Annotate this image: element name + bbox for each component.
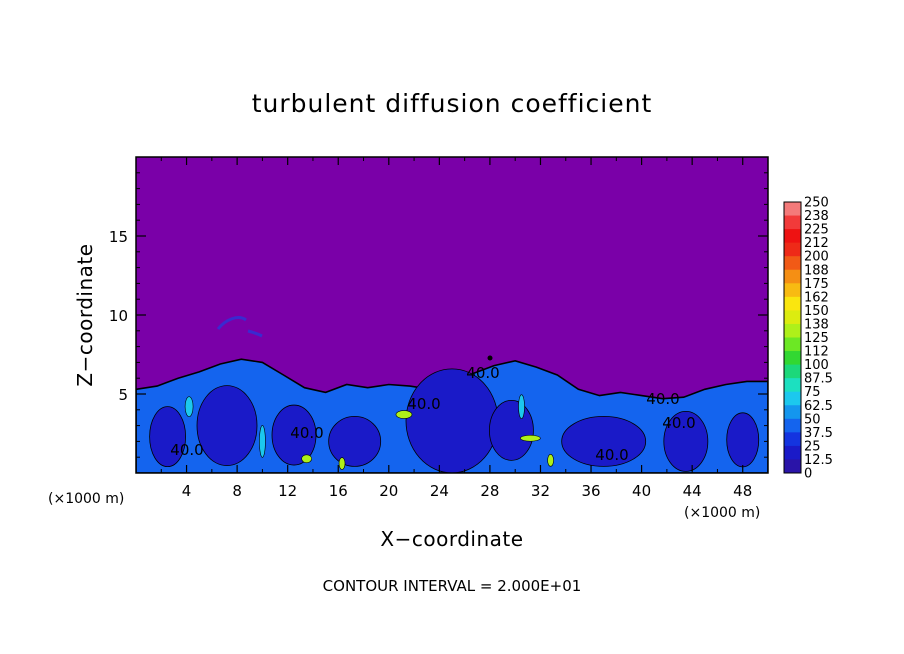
colorbar-label: 238 xyxy=(804,209,829,224)
x-tick-label: 32 xyxy=(531,482,550,500)
colorbar-swatch xyxy=(784,405,801,420)
x-axis-label: X−coordinate xyxy=(380,527,523,551)
colorbar-swatch xyxy=(784,378,801,393)
x-axis: 4 8 12 16 20 24 28 32 36 40 44 48 xyxy=(160,157,752,500)
eddy-cell xyxy=(328,415,382,467)
colorbar-label: 162 xyxy=(804,290,829,305)
colorbar-swatch xyxy=(784,242,801,257)
eddy-cell xyxy=(489,399,534,461)
colorbar-label: 100 xyxy=(804,358,829,373)
chart-title: turbulent diffusion coefficient xyxy=(252,89,653,118)
x-tick-label: 44 xyxy=(683,482,702,500)
x-tick-label: 28 xyxy=(480,482,499,500)
colorbar: 2502382252122001881751621501381251121008… xyxy=(783,196,833,482)
high-value-streak xyxy=(301,454,312,464)
colorbar-swatch xyxy=(784,391,801,406)
colorbar-swatch xyxy=(784,323,801,338)
colorbar-swatch xyxy=(784,283,801,298)
colorbar-label: 150 xyxy=(804,304,829,319)
colorbar-swatch xyxy=(784,432,801,447)
colorbar-swatch xyxy=(784,229,801,244)
colorbar-swatch xyxy=(784,418,801,433)
high-value-streak xyxy=(520,434,541,442)
eddy-cell xyxy=(663,410,709,472)
contour-label: 40.0 xyxy=(170,441,203,459)
high-value-streak xyxy=(518,394,525,419)
patch-aloft xyxy=(487,355,493,361)
colorbar-swatch xyxy=(784,310,801,325)
patch-aloft xyxy=(247,329,263,338)
colorbar-swatch xyxy=(784,202,801,217)
contour-interval-note: CONTOUR INTERVAL = 2.000E+01 xyxy=(323,577,582,595)
colorbar-label: 175 xyxy=(804,277,829,292)
colorbar-label: 138 xyxy=(804,317,829,332)
eddy-cell xyxy=(561,415,647,467)
x-unit-right: (×1000 m) xyxy=(684,505,760,521)
colorbar-frame xyxy=(783,201,802,474)
high-value-streak xyxy=(338,457,346,470)
colorbar-label: 0 xyxy=(804,467,812,482)
x-tick-label: 4 xyxy=(182,482,192,500)
colorbar-swatch xyxy=(784,269,801,284)
colorbar-swatch xyxy=(784,337,801,352)
patch-aloft xyxy=(216,316,247,330)
y-axis-label: Z−coordinate xyxy=(73,243,97,386)
colorbar-label: 112 xyxy=(804,345,829,360)
y-tick-label: 15 xyxy=(109,228,128,246)
colorbar-swatch xyxy=(784,459,801,474)
contour-label: 40.0 xyxy=(290,424,323,442)
eddy-cell xyxy=(149,406,187,468)
colorbar-swatch xyxy=(784,215,801,230)
colorbar-swatch xyxy=(784,445,801,460)
colorbar-swatch xyxy=(784,351,801,366)
colorbar-label: 25 xyxy=(804,439,821,454)
x-unit-left: (×1000 m) xyxy=(48,491,124,507)
colorbar-label: 12.5 xyxy=(804,453,833,468)
colorbar-label: 200 xyxy=(804,250,829,265)
colorbar-label: 125 xyxy=(804,331,829,346)
high-value-streak xyxy=(395,410,413,419)
contour-label: 40.0 xyxy=(595,446,628,464)
eddy-cell xyxy=(405,368,499,473)
eddy-cell xyxy=(726,412,760,468)
y-tick-label: 10 xyxy=(109,307,128,325)
x-tick-label: 16 xyxy=(329,482,348,500)
colorbar-label: 87.5 xyxy=(804,372,833,387)
x-tick-label: 48 xyxy=(733,482,752,500)
plot-area: 40.0 40.0 40.0 40.0 40.0 40.0 40.0 xyxy=(136,157,768,473)
x-tick-label: 20 xyxy=(379,482,398,500)
contour-label: 40.0 xyxy=(407,395,440,413)
high-value-streak xyxy=(184,396,194,417)
colorbar-label: 37.5 xyxy=(804,426,833,441)
colorbar-swatch xyxy=(784,296,801,311)
colorbar-swatch xyxy=(784,364,801,379)
colorbar-label: 75 xyxy=(804,385,821,400)
colorbar-label: 188 xyxy=(804,263,829,278)
contour-label: 40.0 xyxy=(646,390,679,408)
y-tick-label: 5 xyxy=(118,386,128,404)
contour-label: 40.0 xyxy=(466,364,499,382)
x-tick-label: 36 xyxy=(581,482,600,500)
colorbar-swatch xyxy=(784,256,801,271)
colorbar-label: 212 xyxy=(804,236,829,251)
contour-label: 40.0 xyxy=(662,414,695,432)
colorbar-label: 250 xyxy=(804,196,829,211)
x-tick-label: 8 xyxy=(232,482,242,500)
high-value-streak xyxy=(547,454,554,467)
high-value-streak xyxy=(259,425,266,458)
colorbar-label: 50 xyxy=(804,412,821,427)
x-tick-label: 40 xyxy=(632,482,651,500)
eddy-cell xyxy=(271,404,317,466)
colorbar-label: 225 xyxy=(804,223,829,238)
y-axis: 5 10 15 xyxy=(109,172,768,458)
x-tick-label: 12 xyxy=(278,482,297,500)
colorbar-label: 62.5 xyxy=(804,399,833,414)
x-tick-label: 24 xyxy=(430,482,449,500)
eddy-cell xyxy=(196,385,258,467)
